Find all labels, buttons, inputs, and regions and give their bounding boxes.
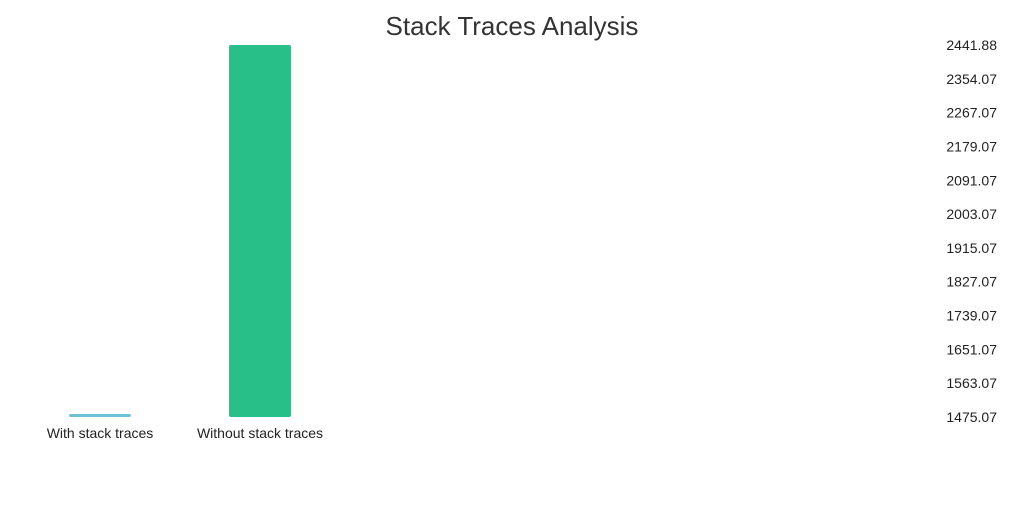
y-tick-label: 1475.07 [946,409,997,425]
y-tick-label: 1651.07 [946,341,997,357]
y-tick-label: 2179.07 [946,138,997,154]
y-tick-label: 1739.07 [946,308,997,324]
y-tick-label: 1563.07 [946,375,997,391]
y-tick-label: 2267.07 [946,105,997,121]
y-tick-label: 2354.07 [946,71,997,87]
chart-title: Stack Traces Analysis [385,11,639,41]
y-tick-label: 2003.07 [946,206,997,222]
category-labels-group: With stack traces Without stack traces [47,425,323,441]
y-tick-label: 1827.07 [946,274,997,290]
bar-1 [69,414,131,417]
category-label: Without stack traces [197,425,323,441]
category-label: With stack traces [47,425,154,441]
y-tick-label: 2091.07 [946,172,997,188]
bars-group [69,45,291,417]
y-tick-label: 1915.07 [946,240,997,256]
y-axis-ticks-group: 2441.88 2354.07 2267.07 2179.07 2091.07 2003.… [946,37,997,425]
bar-2 [229,45,291,417]
y-tick-label: 2441.88 [946,37,997,53]
